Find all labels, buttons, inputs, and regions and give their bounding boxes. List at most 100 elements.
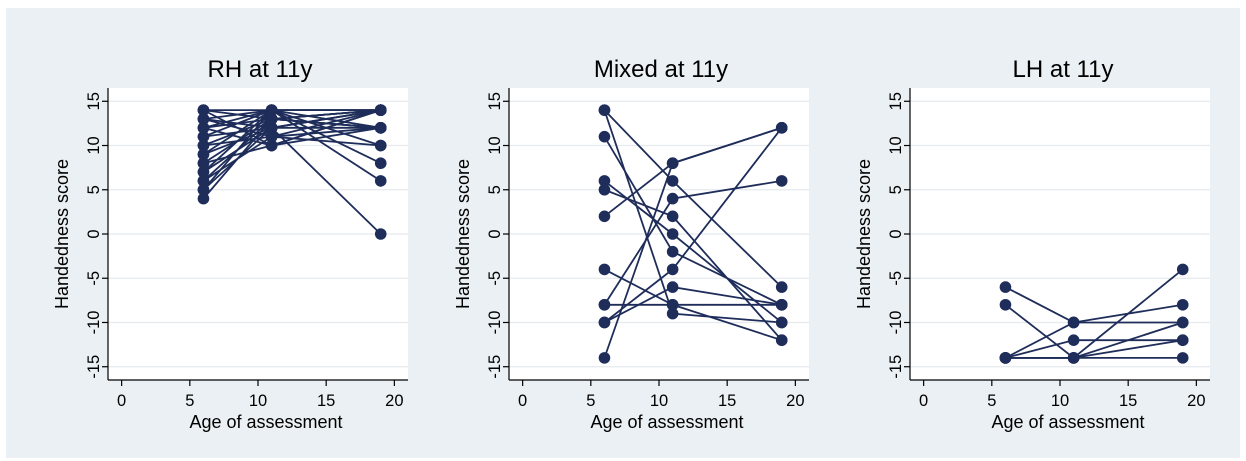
x-tick-label: 20 — [1187, 392, 1205, 410]
x-tick-label: 0 — [919, 392, 928, 410]
y-tick-label: 5 — [887, 185, 905, 194]
data-point — [598, 316, 611, 329]
data-point — [1067, 352, 1080, 364]
x-tick-label: 5 — [987, 392, 996, 410]
data-point — [197, 130, 210, 143]
data-point — [666, 263, 679, 276]
data-point — [666, 281, 679, 293]
chart-panel-3: LH at 11y 15 10 5 0 -5 -10 -15 0 5 10 15 20 Age of as… — [854, 56, 1210, 432]
y-tick-label: 0 — [85, 229, 103, 238]
data-point — [598, 210, 611, 223]
x-tick-label: 15 — [718, 392, 736, 410]
data-point — [1176, 316, 1189, 329]
data-point — [265, 130, 278, 143]
y-axis-title: Handedness score — [453, 159, 473, 309]
data-point — [374, 139, 387, 152]
y-tick-label: -10 — [486, 311, 504, 335]
x-axis-title: Age of assessment — [189, 412, 342, 432]
x-tick-label: 10 — [650, 392, 668, 410]
panel-title: LH at 11y — [1013, 56, 1114, 83]
data-point — [197, 148, 210, 161]
data-point — [598, 263, 611, 276]
data-point — [999, 298, 1012, 311]
y-tick-label: 15 — [85, 92, 103, 110]
data-point — [598, 104, 611, 116]
data-point — [666, 245, 679, 258]
data-point — [1176, 352, 1189, 364]
x-axis-title: Age of assessment — [590, 412, 743, 432]
data-point — [666, 157, 679, 170]
chart-panel-2: Mixed at 11y 15 10 5 0 -5 -10 -15 0 5 10 15 20 Age of… — [453, 56, 809, 432]
data-point — [775, 298, 788, 311]
panel-title: Mixed at 11y — [594, 56, 728, 83]
data-point — [374, 175, 387, 187]
data-point — [1176, 334, 1189, 346]
data-point — [197, 157, 210, 170]
y-tick-label: -5 — [486, 271, 504, 286]
y-tick-label: -15 — [887, 355, 905, 379]
y-tick-label: 5 — [486, 185, 504, 194]
y-axis-title: Handedness score — [854, 159, 874, 309]
data-point — [775, 122, 788, 134]
data-point — [598, 298, 611, 311]
data-point — [666, 175, 679, 187]
data-point — [374, 157, 387, 170]
y-tick-label: -15 — [85, 355, 103, 379]
data-point — [265, 104, 278, 116]
data-point — [197, 122, 210, 134]
data-point — [197, 113, 210, 125]
data-point — [374, 228, 387, 240]
data-point — [197, 139, 210, 152]
x-tick-label: 0 — [117, 392, 126, 410]
y-tick-label: -5 — [887, 271, 905, 286]
data-point — [1067, 334, 1080, 346]
x-tick-label: 5 — [586, 392, 595, 410]
data-point — [1176, 298, 1189, 311]
y-tick-label: -10 — [85, 311, 103, 335]
data-point — [775, 175, 788, 187]
data-point — [666, 228, 679, 240]
data-point — [598, 352, 611, 364]
data-point — [197, 166, 210, 178]
y-axis-title: Handedness score — [52, 159, 72, 309]
data-point — [775, 334, 788, 346]
x-axis-title: Age of assessment — [991, 412, 1144, 432]
y-tick-label: -5 — [85, 271, 103, 286]
data-point — [265, 139, 278, 152]
data-point — [265, 122, 278, 134]
data-point — [999, 352, 1012, 364]
data-point — [197, 175, 210, 187]
y-tick-label: 10 — [85, 136, 103, 154]
data-point — [666, 210, 679, 223]
data-point — [775, 281, 788, 293]
data-point — [1067, 316, 1080, 329]
x-tick-label: 15 — [317, 392, 335, 410]
data-point — [374, 122, 387, 134]
data-point — [197, 104, 210, 116]
y-tick-label: -10 — [887, 311, 905, 335]
data-point — [598, 183, 611, 196]
x-tick-label: 0 — [518, 392, 527, 410]
data-point — [197, 192, 210, 205]
data-point — [265, 113, 278, 125]
y-tick-label: 10 — [486, 136, 504, 154]
y-tick-label: 10 — [887, 136, 905, 154]
data-point — [197, 183, 210, 196]
data-point — [666, 192, 679, 205]
x-tick-label: 20 — [786, 392, 804, 410]
y-tick-label: -15 — [486, 355, 504, 379]
data-point — [666, 307, 679, 320]
x-tick-label: 10 — [1051, 392, 1069, 410]
data-point — [374, 104, 387, 116]
chart-panel-1: RH at 11y 15 10 5 0 -5 -10 -15 0 5 10 15 20 Age of as… — [52, 56, 408, 432]
x-tick-label: 15 — [1119, 392, 1137, 410]
y-tick-label: 0 — [486, 229, 504, 238]
chart-panels: RH at 11y 15 10 5 0 -5 -10 -15 0 5 10 15 20 Age of as… — [52, 56, 1210, 432]
data-point — [775, 316, 788, 329]
x-tick-label: 10 — [249, 392, 267, 410]
panel-title: RH at 11y — [208, 56, 313, 83]
y-tick-label: 0 — [887, 229, 905, 238]
y-tick-label: 5 — [85, 185, 103, 194]
data-point — [598, 175, 611, 187]
